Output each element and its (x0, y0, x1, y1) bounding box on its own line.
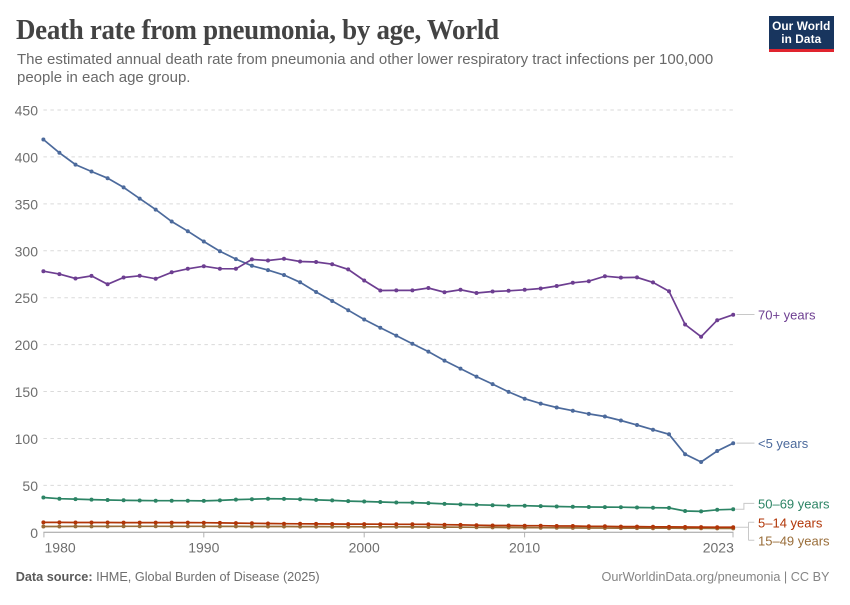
svg-text:70+ years: 70+ years (758, 308, 816, 323)
svg-text:2023: 2023 (703, 540, 734, 556)
svg-text:50: 50 (22, 478, 38, 494)
svg-text:2000: 2000 (349, 540, 380, 556)
svg-text:350: 350 (15, 196, 39, 212)
svg-text:1990: 1990 (188, 540, 219, 556)
svg-text:2010: 2010 (509, 540, 540, 556)
svg-text:<5 years: <5 years (758, 436, 809, 451)
svg-text:150: 150 (15, 384, 39, 400)
svg-text:0: 0 (30, 525, 38, 541)
svg-text:5–14 years: 5–14 years (758, 515, 823, 530)
svg-text:100: 100 (15, 431, 39, 447)
svg-text:250: 250 (15, 290, 39, 306)
svg-text:450: 450 (15, 103, 39, 119)
svg-text:200: 200 (15, 337, 39, 353)
svg-text:400: 400 (15, 149, 39, 165)
svg-text:15–49 years: 15–49 years (758, 533, 830, 548)
svg-text:1980: 1980 (45, 540, 76, 556)
svg-text:50–69 years: 50–69 years (758, 496, 830, 511)
svg-text:300: 300 (15, 243, 39, 259)
